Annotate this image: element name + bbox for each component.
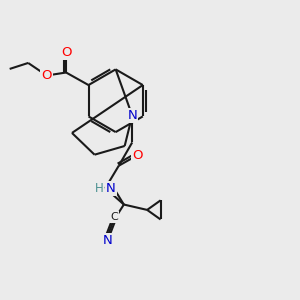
Text: O: O [41, 69, 52, 82]
Text: O: O [132, 149, 142, 162]
Text: N: N [127, 109, 137, 122]
Text: N: N [103, 234, 112, 247]
Text: H: H [94, 182, 103, 195]
Text: N: N [106, 182, 116, 195]
Text: C: C [110, 212, 118, 222]
Text: O: O [61, 46, 71, 59]
